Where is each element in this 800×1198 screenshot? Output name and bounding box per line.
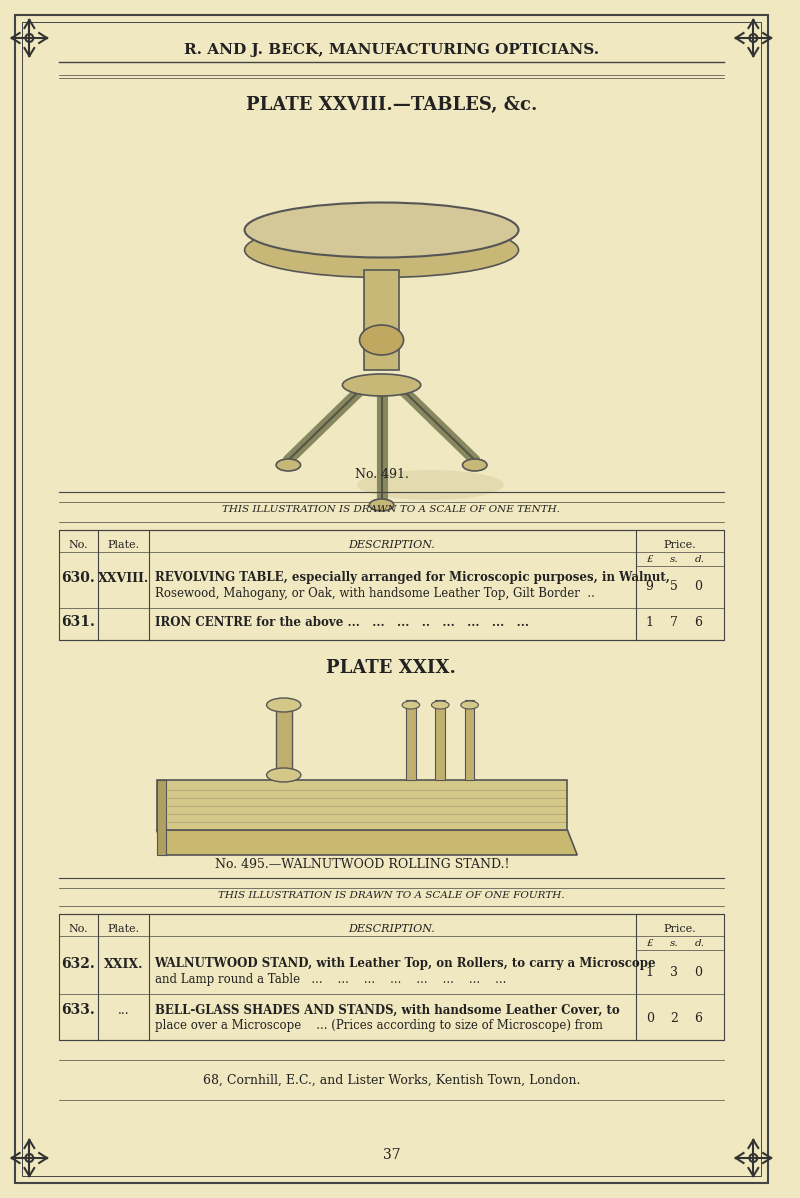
Text: 7: 7 xyxy=(670,616,678,629)
Text: d.: d. xyxy=(694,939,705,949)
Text: £: £ xyxy=(646,556,652,564)
Text: Price.: Price. xyxy=(663,540,696,550)
Text: £: £ xyxy=(646,939,652,949)
Text: Plate.: Plate. xyxy=(107,540,139,550)
Text: R. AND J. BECK, MANUFACTURING OPTICIANS.: R. AND J. BECK, MANUFACTURING OPTICIANS. xyxy=(184,43,599,58)
Text: 3: 3 xyxy=(670,966,678,979)
Text: 37: 37 xyxy=(382,1148,400,1162)
Text: 630.: 630. xyxy=(62,571,95,585)
Text: XXVIII.: XXVIII. xyxy=(98,571,149,585)
Ellipse shape xyxy=(359,325,403,355)
Text: No.: No. xyxy=(69,540,88,550)
Bar xyxy=(364,270,399,370)
Polygon shape xyxy=(157,780,166,855)
Ellipse shape xyxy=(245,202,518,258)
Text: 631.: 631. xyxy=(62,615,95,629)
Text: 9: 9 xyxy=(646,580,654,593)
Ellipse shape xyxy=(462,459,487,471)
Text: 633.: 633. xyxy=(62,1003,95,1017)
Text: 6: 6 xyxy=(694,1011,702,1024)
Text: s.: s. xyxy=(670,556,678,564)
Text: place over a Microscope    ... (Prices according to size of Microscope) from: place over a Microscope ... (Prices acco… xyxy=(154,1019,602,1033)
Text: No. 495.—WALNUTWOOD ROLLING STAND.!: No. 495.—WALNUTWOOD ROLLING STAND.! xyxy=(214,859,510,871)
Text: 0: 0 xyxy=(694,580,702,593)
Text: d.: d. xyxy=(694,556,705,564)
Text: WALNUTWOOD STAND, with Leather Top, on Rollers, to carry a Microscope: WALNUTWOOD STAND, with Leather Top, on R… xyxy=(154,957,656,970)
Bar xyxy=(58,914,724,1040)
Text: Price.: Price. xyxy=(663,924,696,934)
Bar xyxy=(58,530,724,640)
Text: 632.: 632. xyxy=(62,957,95,972)
Ellipse shape xyxy=(342,374,421,397)
Ellipse shape xyxy=(431,701,449,709)
Text: IRON CENTRE for the above ...   ...   ...   ..   ...   ...   ...   ...: IRON CENTRE for the above ... ... ... ..… xyxy=(154,616,529,629)
Text: 1: 1 xyxy=(646,966,654,979)
Text: BELL-GLASS SHADES AND STANDS, with handsome Leather Cover, to: BELL-GLASS SHADES AND STANDS, with hands… xyxy=(154,1004,619,1016)
Text: 0: 0 xyxy=(646,1011,654,1024)
Text: PLATE XXVIII.—TABLES, &c.: PLATE XXVIII.—TABLES, &c. xyxy=(246,96,537,114)
Ellipse shape xyxy=(402,701,420,709)
Ellipse shape xyxy=(370,500,394,512)
Text: s.: s. xyxy=(670,939,678,949)
Text: DESCRIPTION.: DESCRIPTION. xyxy=(348,924,434,934)
Text: THIS ILLUSTRATION IS DRAWN TO A SCALE OF ONE FOURTH.: THIS ILLUSTRATION IS DRAWN TO A SCALE OF… xyxy=(218,891,565,901)
Text: ...: ... xyxy=(118,1004,129,1016)
Text: No. 491.: No. 491. xyxy=(354,468,409,482)
Text: PLATE XXIX.: PLATE XXIX. xyxy=(326,659,456,677)
Text: 2: 2 xyxy=(670,1011,678,1024)
Ellipse shape xyxy=(266,768,301,782)
Text: XXIX.: XXIX. xyxy=(103,957,143,970)
Bar xyxy=(276,700,291,780)
Polygon shape xyxy=(157,830,578,855)
Polygon shape xyxy=(157,780,567,830)
Ellipse shape xyxy=(276,459,301,471)
Text: No.: No. xyxy=(69,924,88,934)
Ellipse shape xyxy=(245,223,518,278)
Text: THIS ILLUSTRATION IS DRAWN TO A SCALE OF ONE TENTH.: THIS ILLUSTRATION IS DRAWN TO A SCALE OF… xyxy=(222,506,560,514)
Text: 5: 5 xyxy=(670,580,678,593)
Bar xyxy=(435,700,445,780)
Text: Plate.: Plate. xyxy=(107,924,139,934)
Ellipse shape xyxy=(461,701,478,709)
Ellipse shape xyxy=(357,470,504,500)
Text: DESCRIPTION.: DESCRIPTION. xyxy=(348,540,434,550)
Text: 68, Cornhill, E.C., and Lister Works, Kentish Town, London.: 68, Cornhill, E.C., and Lister Works, Ke… xyxy=(202,1073,580,1087)
Text: 0: 0 xyxy=(694,966,702,979)
Text: REVOLVING TABLE, especially arranged for Microscopic purposes, in Walnut,: REVOLVING TABLE, especially arranged for… xyxy=(154,571,670,585)
Text: Rosewood, Mahogany, or Oak, with handsome Leather Top, Gilt Border  ..: Rosewood, Mahogany, or Oak, with handsom… xyxy=(154,587,594,600)
Text: and Lamp round a Table   ...    ...    ...    ...    ...    ...    ...    ...: and Lamp round a Table ... ... ... ... .… xyxy=(154,974,506,986)
Bar xyxy=(406,700,416,780)
Bar xyxy=(465,700,474,780)
Ellipse shape xyxy=(266,698,301,712)
Text: 1: 1 xyxy=(646,616,654,629)
Text: 6: 6 xyxy=(694,616,702,629)
